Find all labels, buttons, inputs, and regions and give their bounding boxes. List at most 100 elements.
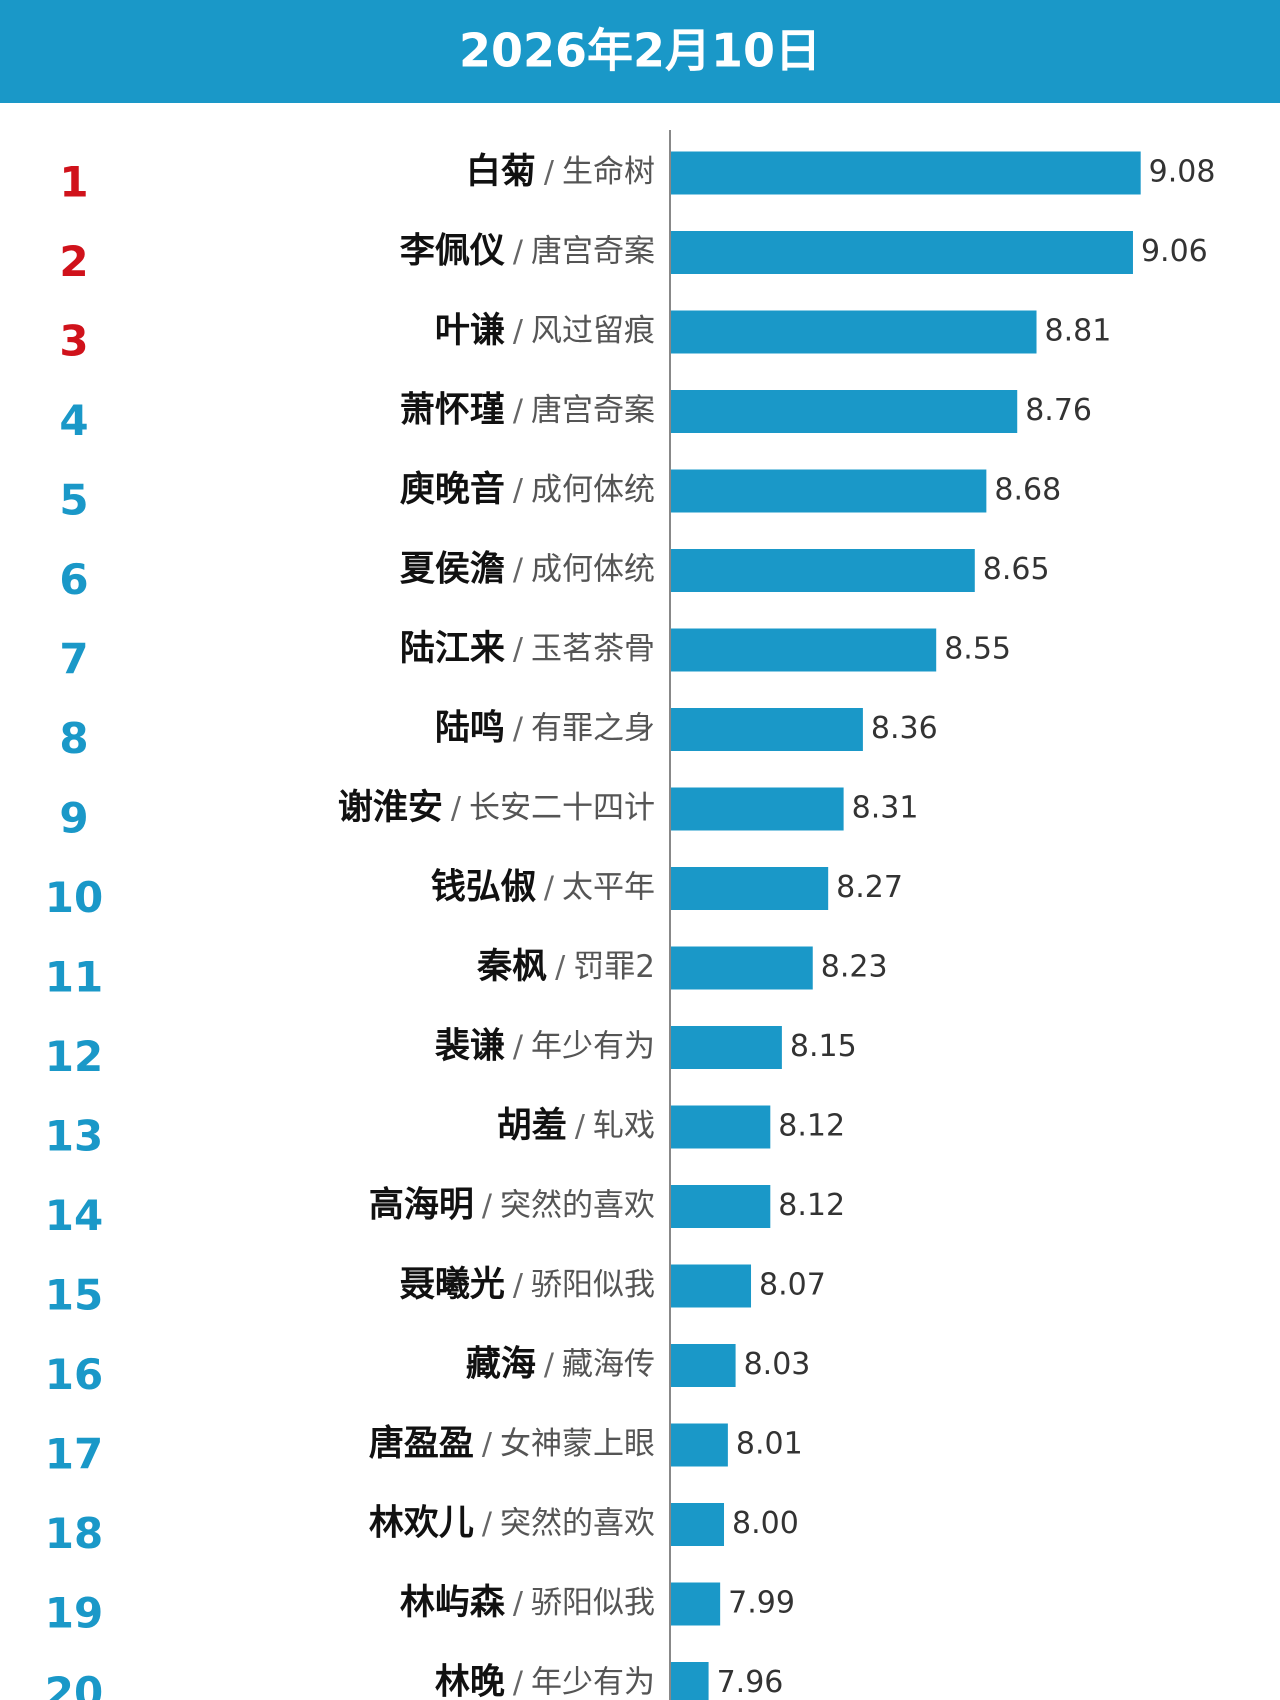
drama-name: 年少有为 — [531, 1028, 655, 1064]
value-label: 8.55 — [944, 632, 1011, 667]
row-label: 高海明 / 突然的喜欢 — [369, 1186, 655, 1226]
person-name: 林欢儿 — [369, 1504, 474, 1544]
row-label: 夏侯澹 / 成何体统 — [400, 550, 655, 590]
person-name: 胡羞 — [497, 1106, 567, 1146]
drama-name: 太平年 — [562, 869, 655, 905]
value-label: 7.96 — [717, 1665, 784, 1700]
separator: / — [513, 1665, 524, 1700]
bar — [671, 310, 1037, 354]
row-label: 林晚 / 年少有为 — [435, 1663, 655, 1700]
drama-name: 生命树 — [562, 154, 655, 190]
separator: / — [513, 314, 524, 349]
value-label: 8.31 — [852, 791, 919, 826]
bar — [671, 1344, 736, 1387]
separator: / — [513, 1586, 524, 1621]
rank-label: 20 — [45, 1668, 103, 1700]
separator: / — [513, 552, 524, 587]
separator: / — [544, 1347, 555, 1382]
bar — [671, 1264, 752, 1308]
person-name: 陆鸣 — [435, 709, 505, 749]
rank-label: 4 — [59, 396, 88, 445]
person-name: 谢淮安 — [338, 788, 443, 828]
value-label: 8.27 — [836, 870, 903, 905]
person-name: 藏海 — [466, 1345, 536, 1385]
rank-label: 7 — [59, 635, 88, 684]
rank-label: 17 — [45, 1430, 103, 1479]
rank-label: 15 — [45, 1271, 103, 1320]
separator: / — [513, 1268, 524, 1303]
bar — [671, 628, 937, 672]
value-label: 8.07 — [759, 1268, 826, 1303]
rank-label: 1 — [59, 158, 88, 207]
bar — [671, 1185, 771, 1228]
separator: / — [482, 1427, 493, 1462]
drama-name: 年少有为 — [531, 1664, 655, 1700]
rank-label: 12 — [45, 1032, 103, 1081]
separator: / — [513, 473, 524, 508]
drama-name: 唐宫奇案 — [531, 233, 655, 269]
bar — [671, 787, 844, 831]
value-label: 8.03 — [744, 1347, 811, 1382]
rank-label: 6 — [59, 555, 88, 604]
rank-label: 5 — [59, 476, 88, 525]
drama-name: 突然的喜欢 — [500, 1505, 655, 1541]
drama-name: 骄阳似我 — [531, 1585, 655, 1621]
value-label: 8.01 — [736, 1427, 803, 1462]
drama-name: 骄阳似我 — [531, 1267, 655, 1303]
rank-label: 9 — [59, 794, 88, 843]
rank-label: 10 — [45, 873, 103, 922]
person-name: 林晚 — [435, 1663, 505, 1700]
value-label: 8.68 — [994, 473, 1061, 508]
separator: / — [451, 791, 462, 826]
row-label: 萧怀瑾 / 唐宫奇案 — [400, 391, 655, 431]
person-name: 聂曦光 — [400, 1265, 505, 1305]
person-name: 钱弘俶 — [431, 868, 536, 908]
person-name: 陆江来 — [400, 629, 505, 669]
person-name: 高海明 — [369, 1186, 474, 1226]
rank-label: 8 — [59, 714, 88, 763]
person-name: 白菊 — [466, 152, 536, 192]
bar — [671, 1503, 725, 1546]
rank-label: 11 — [45, 953, 103, 1002]
value-label: 9.06 — [1141, 234, 1208, 269]
drama-name: 风过留痕 — [531, 313, 655, 349]
separator: / — [482, 1506, 493, 1541]
separator: / — [513, 234, 524, 269]
person-name: 李佩仪 — [400, 232, 505, 272]
rank-label: 14 — [45, 1191, 103, 1240]
bar — [671, 390, 1018, 433]
drama-name: 突然的喜欢 — [500, 1187, 655, 1223]
person-name: 秦枫 — [477, 947, 547, 987]
separator: / — [544, 155, 555, 190]
row-label: 林欢儿 / 突然的喜欢 — [369, 1504, 655, 1544]
drama-name: 唐宫奇案 — [531, 392, 655, 428]
value-label: 8.81 — [1045, 314, 1112, 349]
value-label: 8.76 — [1025, 393, 1092, 428]
separator: / — [544, 870, 555, 905]
person-name: 林屿森 — [400, 1583, 506, 1623]
person-name: 叶谦 — [435, 311, 505, 351]
separator: / — [482, 1188, 493, 1223]
value-label: 8.65 — [983, 552, 1050, 587]
bar — [671, 946, 813, 990]
row-label: 陆鸣 / 有罪之身 — [435, 709, 655, 749]
rank-label: 3 — [59, 317, 88, 366]
row-label: 庾晚音 / 成何体统 — [400, 469, 655, 510]
row-label: 裴谦 / 年少有为 — [435, 1027, 655, 1067]
separator: / — [513, 711, 524, 746]
header-bar — [0, 0, 1280, 103]
drama-name: 女神蒙上眼 — [500, 1426, 655, 1462]
bar — [671, 1026, 782, 1069]
separator: / — [513, 1029, 524, 1064]
rank-label: 16 — [45, 1350, 103, 1399]
drama-name: 轧戏 — [593, 1108, 655, 1144]
person-name: 萧怀瑾 — [400, 391, 505, 431]
value-label: 8.36 — [871, 711, 938, 746]
row-label: 藏海 / 藏海传 — [466, 1345, 655, 1385]
separator: / — [575, 1109, 586, 1144]
rank-label: 19 — [45, 1589, 103, 1638]
drama-name: 藏海传 — [562, 1346, 655, 1382]
separator: / — [555, 950, 566, 985]
row-label: 胡羞 / 轧戏 — [497, 1106, 655, 1146]
